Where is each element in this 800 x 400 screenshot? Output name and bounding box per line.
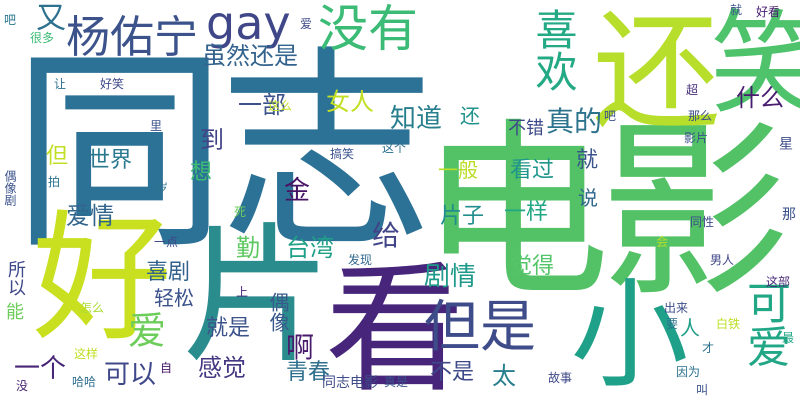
word-yiban: 一般	[438, 158, 478, 182]
word-shang: 上	[236, 285, 249, 299]
word-suoyi: 所以	[5, 260, 26, 296]
word-qingchun: 青春	[286, 360, 331, 385]
word-tongzhidianying: 同志电影	[322, 375, 378, 391]
word-ai-small: 爱	[300, 17, 313, 31]
word-ouxiang: 偶像	[266, 292, 290, 332]
word-danshi: 但是	[424, 295, 536, 360]
word-zheme: 这么	[268, 99, 293, 113]
word-si: 死	[234, 205, 247, 219]
word-zenme: 怎么	[80, 301, 105, 315]
word-hao: 好	[32, 198, 173, 361]
word-ouxiangju: 偶像剧	[3, 170, 17, 206]
word-faxian: 发现	[348, 253, 373, 267]
word-suiranhaishi: 虽然还是	[202, 42, 298, 70]
word-yao: 要	[666, 317, 679, 331]
word-ganjue: 感觉	[198, 354, 246, 382]
word-juqing: 剧情	[424, 262, 477, 292]
word-zui: 最	[782, 331, 795, 345]
word-yidian: 一点	[154, 235, 179, 249]
word-xiang: 想	[190, 160, 213, 185]
word-ba-right: 吧	[604, 109, 617, 123]
word-pian: 片	[182, 210, 333, 384]
word-kan: 看	[301, 255, 464, 395]
word-gei: 给	[372, 219, 401, 252]
word-dao: 到	[200, 126, 224, 154]
word-na: 那	[782, 207, 796, 223]
word-qingsong: 轻松	[154, 286, 194, 310]
word-zhege: 这个	[382, 141, 407, 155]
word-zhebu: 这部	[766, 275, 791, 289]
word-shuo: 说	[578, 186, 598, 210]
word-haoxiao: 好笑	[100, 77, 125, 91]
word-xing: 星	[777, 136, 793, 150]
word-qin: 勤	[236, 234, 260, 262]
word-aiqing: 爱情	[66, 202, 114, 230]
word-zhenshi: 真是	[384, 375, 409, 389]
word-tongxing: 同性	[690, 215, 715, 229]
word-name: 那么	[688, 109, 713, 123]
word-jin: 金	[284, 176, 311, 206]
word-tai: 太	[492, 362, 516, 390]
word-baitie: 白铁	[716, 317, 741, 331]
word-ba-top: 吧	[4, 13, 17, 27]
word-neng: 能	[6, 302, 24, 323]
word-yige: 一个	[14, 354, 67, 384]
word-you: 又	[36, 1, 66, 36]
word-yangyouning: 杨佑宁	[66, 12, 198, 63]
word-xihuan: 喜欢	[529, 8, 578, 92]
word-chulai: 出来	[664, 301, 689, 315]
word-li: 里	[150, 119, 163, 133]
word-zhende: 真的	[546, 105, 603, 138]
word-shijie: 世界	[88, 148, 133, 173]
word-mei: 没	[16, 379, 29, 393]
word-pianzi: 片子	[440, 204, 485, 229]
word-nanren: 男人	[710, 253, 735, 267]
word-ai-large: 爱	[128, 309, 167, 353]
word-hai-large: 还	[570, 4, 719, 132]
word-meiyou: 没有	[318, 0, 418, 58]
word-dan: 但	[46, 144, 69, 169]
word-tongzhi: 同志	[12, 27, 434, 278]
word-sui: 岁	[156, 181, 169, 195]
word-hai-mid: 还	[460, 104, 480, 128]
word-yiyang: 一样	[504, 200, 549, 225]
word-gaoxiao: 搞笑	[330, 147, 355, 161]
word-gushi: 故事	[548, 371, 573, 385]
word-rang: 让	[54, 77, 67, 91]
word-shenme: 什么	[736, 84, 784, 112]
word-cai: 才	[702, 341, 715, 355]
word-keyi: 可以	[104, 360, 157, 390]
word-jiu-small: 就	[730, 3, 743, 17]
word-xiao: 笑	[691, 4, 800, 116]
word-chao: 超	[686, 83, 699, 97]
word-yinwei: 因为	[676, 365, 701, 379]
word-yingpian: 影片	[684, 131, 709, 145]
word-haokan: 好看	[756, 5, 781, 19]
word-a: 啊	[286, 331, 315, 364]
word-ren: 人	[680, 316, 700, 340]
word-pai: 拍	[48, 175, 61, 189]
word-haha: 哈哈	[72, 375, 97, 389]
word-bushi: 不是	[430, 360, 475, 385]
word-taiwan: 台湾	[286, 234, 334, 262]
word-hui: 会	[656, 235, 669, 249]
word-nvren: 女人	[326, 88, 374, 116]
word-xiju: 喜剧	[146, 260, 191, 285]
word-zhidao: 知道	[390, 104, 443, 134]
word-juede: 觉得	[510, 254, 555, 279]
word-keai: 可爱	[739, 280, 790, 368]
word-zi: 自	[160, 361, 173, 375]
word-jiu-mid: 就	[576, 148, 599, 173]
word-kanguo: 看过	[510, 158, 555, 183]
word-zheyang: 这样	[74, 347, 99, 361]
word-xiao-small: 小	[550, 272, 688, 390]
word-jiao: 叫	[696, 383, 709, 397]
word-yibu: 一部	[238, 91, 286, 119]
word-jiushi: 就是	[206, 316, 251, 341]
word-gay: gay	[206, 0, 291, 50]
word-dianying: 电影	[420, 102, 790, 323]
word-bucuo: 不错	[508, 118, 544, 139]
word-henduo: 很多	[30, 31, 55, 45]
